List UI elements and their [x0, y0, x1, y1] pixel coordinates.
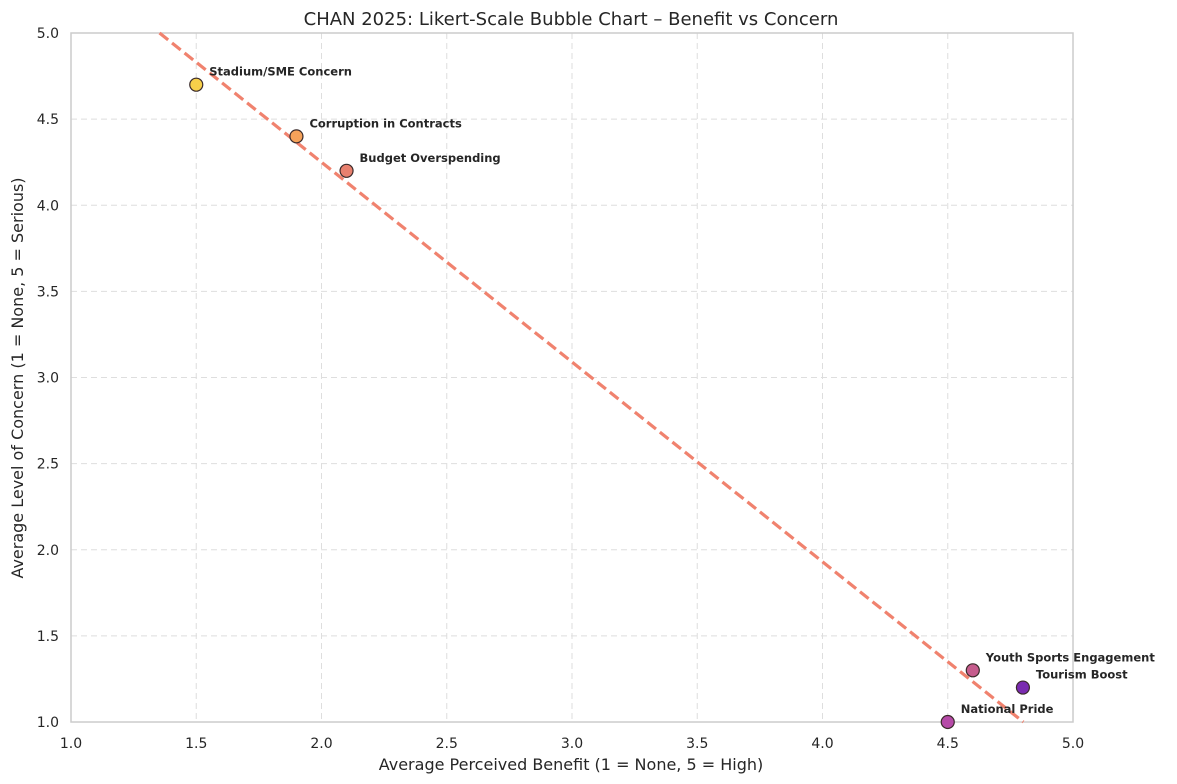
data-point [940, 714, 955, 730]
y-tick-label: 4.0 [37, 198, 59, 214]
x-tick-label: 4.5 [937, 736, 959, 752]
x-tick-label: 4.0 [811, 736, 833, 752]
data-point [1015, 680, 1031, 695]
chart-title: CHAN 2025: Likert-Scale Bubble Chart – B… [304, 9, 839, 30]
grid [70, 32, 1074, 723]
data-point [289, 129, 304, 144]
y-tick-label: 2.5 [37, 457, 59, 473]
x-tick-label: 3.5 [686, 736, 708, 752]
point-label: National Pride [961, 702, 1054, 716]
x-tick-label: 2.5 [436, 736, 458, 752]
y-axis-label: Average Level of Concern (1 = None, 5 = … [8, 177, 27, 578]
point-label: Budget Overspending [360, 151, 501, 165]
y-tick-label: 3.0 [37, 371, 59, 387]
trendline-group [158, 31, 1025, 724]
x-axis-label: Average Perceived Benefit (1 = None, 5 =… [379, 755, 764, 774]
trend-line [158, 31, 1025, 724]
y-tick-label: 4.5 [37, 112, 59, 128]
y-tick-labels: 1.0 1.5 2.0 2.5 3.0 3.5 4.0 4.5 5.0 [37, 26, 59, 731]
y-tick-label: 1.0 [37, 715, 59, 731]
point-label: Tourism Boost [1036, 668, 1128, 682]
x-tick-label: 3.0 [561, 736, 583, 752]
plot-frame [70, 32, 1074, 723]
x-tick-label: 2.0 [310, 736, 332, 752]
y-tick-label: 3.5 [37, 284, 59, 300]
y-tick-label: 2.0 [37, 543, 59, 559]
x-tick-label: 1.0 [60, 736, 82, 752]
point-label: Corruption in Contracts [309, 116, 462, 130]
y-tick-label: 1.5 [37, 629, 59, 645]
data-point [339, 163, 354, 178]
data-point [189, 77, 204, 92]
x-tick-label: 1.5 [185, 736, 207, 752]
point-label: Youth Sports Engagement [985, 650, 1156, 664]
x-tick-labels: 1.0 1.5 2.0 2.5 3.0 3.5 4.0 4.5 5.0 [60, 736, 1084, 752]
y-tick-label: 5.0 [37, 26, 59, 42]
x-tick-label: 5.0 [1062, 736, 1084, 752]
data-point [965, 663, 980, 678]
data-points: Stadium/SME Concern Corruption in Contrac… [189, 65, 1156, 730]
point-label: Stadium/SME Concern [209, 65, 352, 79]
